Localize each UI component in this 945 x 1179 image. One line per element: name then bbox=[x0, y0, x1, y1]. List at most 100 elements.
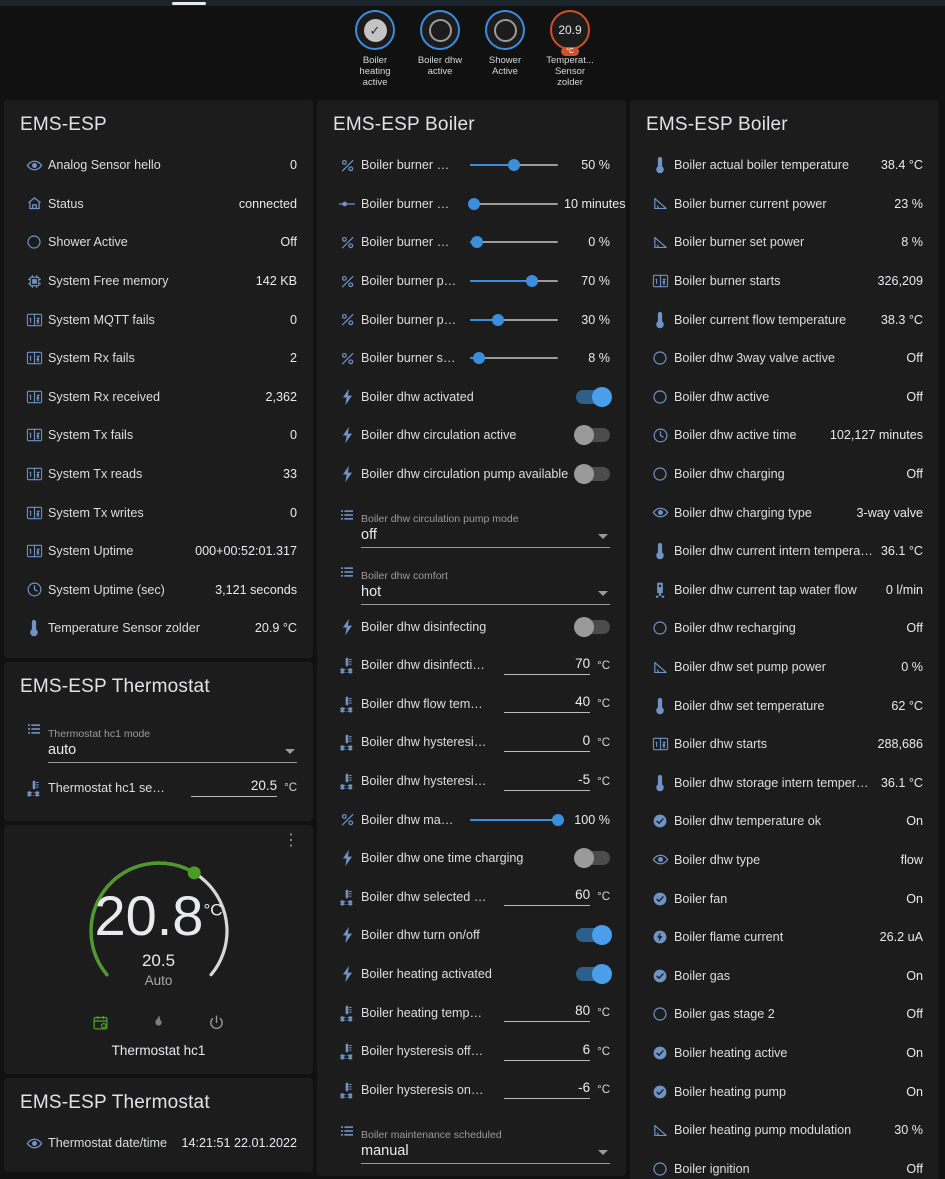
select-control[interactable]: Boiler maintenance scheduled manual bbox=[361, 1129, 610, 1165]
entity-row[interactable]: Boiler heating active On bbox=[646, 1034, 923, 1073]
toggle-switch[interactable] bbox=[576, 925, 612, 946]
number-row[interactable]: Boiler hysteresis off… 6 °C bbox=[333, 1032, 610, 1071]
entity-row[interactable]: Boiler dhw charging type 3-way valve bbox=[646, 493, 923, 532]
number-row[interactable]: Boiler dhw hysteresi… -5 °C bbox=[333, 762, 610, 801]
entity-row[interactable]: Boiler dhw recharging Off bbox=[646, 609, 923, 648]
toggle-row[interactable]: Boiler dhw turn on/off bbox=[333, 916, 612, 955]
number-input[interactable]: -5 bbox=[504, 772, 591, 791]
entity-row[interactable]: Boiler dhw set temperature 62 °C bbox=[646, 686, 923, 725]
slider-row[interactable]: Boiler burner pump … 70 % bbox=[333, 262, 610, 301]
number-row[interactable]: Boiler hysteresis on… -6 °C bbox=[333, 1070, 610, 1109]
toggle-row[interactable]: Boiler dhw circulation pump available bbox=[333, 455, 610, 494]
badge[interactable]: Shower Active bbox=[478, 10, 533, 77]
toggle-row[interactable]: Boiler dhw one time charging bbox=[333, 839, 610, 878]
entity-row[interactable]: Boiler flame current 26.2 uA bbox=[646, 918, 923, 957]
slider-track[interactable] bbox=[470, 159, 558, 172]
slider-control[interactable] bbox=[464, 197, 564, 210]
entity-row[interactable]: Boiler dhw active Off bbox=[646, 378, 923, 417]
entity-row[interactable]: Boiler burner current power 23 % bbox=[646, 185, 923, 224]
toggle-switch[interactable] bbox=[574, 616, 610, 637]
entity-row[interactable]: Boiler dhw starts 288,686 bbox=[646, 725, 923, 764]
entity-row[interactable]: Boiler dhw current tap water flow 0 l/min bbox=[646, 571, 923, 610]
entity-row[interactable]: System Rx fails 2 bbox=[20, 339, 297, 378]
badge[interactable]: 20.9 °C Temperat... Sensor zolder bbox=[543, 10, 598, 88]
number-input[interactable]: 80 bbox=[504, 1003, 591, 1023]
slider-control[interactable] bbox=[464, 275, 564, 288]
entity-row[interactable]: Boiler gas stage 2 Off bbox=[646, 995, 923, 1034]
select-control[interactable]: Thermostat hc1 mode auto bbox=[48, 728, 297, 763]
badge[interactable]: ✓ Boiler heating active bbox=[348, 10, 403, 88]
number-input[interactable]: 60 bbox=[504, 887, 591, 907]
entity-row[interactable]: Boiler fan On bbox=[646, 879, 923, 918]
active-tab-indicator[interactable] bbox=[172, 2, 206, 5]
entity-row[interactable]: Boiler heating pump modulation 30 % bbox=[646, 1111, 923, 1150]
toggle-row[interactable]: Boiler dhw circulation active bbox=[333, 416, 610, 455]
slider-knob[interactable] bbox=[525, 275, 538, 288]
slider-control[interactable] bbox=[464, 313, 564, 326]
entity-row[interactable]: Boiler ignition Off bbox=[646, 1149, 923, 1179]
entity-row[interactable]: Boiler gas On bbox=[646, 956, 923, 995]
slider-knob[interactable] bbox=[471, 236, 484, 249]
slider-row[interactable]: Boiler burner max po… 50 % bbox=[333, 146, 610, 185]
entity-row[interactable]: Boiler actual boiler temperature 38.4 °C bbox=[646, 146, 923, 185]
slider-row[interactable]: Boiler dhw max power 100 % bbox=[333, 800, 610, 839]
calendar-clock-icon[interactable] bbox=[91, 1013, 111, 1033]
thermostat-mode-row[interactable]: Thermostat hc1 mode auto bbox=[20, 708, 297, 765]
slider-knob[interactable] bbox=[467, 197, 480, 210]
number-input[interactable]: 20.5 bbox=[191, 778, 278, 798]
toggle-switch[interactable] bbox=[574, 848, 610, 869]
entity-row[interactable]: Boiler burner starts 326,209 bbox=[646, 262, 923, 301]
entity-row[interactable]: Boiler dhw current intern temperature 36.… bbox=[646, 532, 923, 571]
entity-row[interactable]: System Tx reads 33 bbox=[20, 455, 297, 494]
slider-row[interactable]: Boiler burner min po… 0 % bbox=[333, 223, 610, 262]
entity-row[interactable]: Boiler dhw active time 102,127 minutes bbox=[646, 416, 923, 455]
badge[interactable]: Boiler dhw active bbox=[413, 10, 468, 77]
select-control[interactable]: Boiler dhw circulation pump mode off bbox=[361, 513, 610, 549]
number-input[interactable]: -6 bbox=[504, 1080, 591, 1100]
slider-knob[interactable] bbox=[508, 159, 520, 172]
slider-control[interactable] bbox=[464, 813, 564, 826]
entity-row[interactable]: Boiler dhw 3way valve active Off bbox=[646, 339, 923, 378]
number-control[interactable]: 6 °C bbox=[504, 1042, 610, 1061]
number-row[interactable]: Boiler dhw selected … 60 °C bbox=[333, 878, 610, 917]
chevron-down-icon[interactable] bbox=[598, 1150, 608, 1156]
select-row[interactable]: Boiler maintenance scheduled manual bbox=[333, 1109, 610, 1166]
entity-row[interactable]: System Tx writes 0 bbox=[20, 493, 297, 532]
entity-row[interactable]: System Uptime (sec) 3,121 seconds bbox=[20, 571, 297, 610]
flame-icon[interactable] bbox=[149, 1013, 169, 1033]
number-control[interactable]: -6 °C bbox=[504, 1080, 610, 1100]
slider-track[interactable] bbox=[470, 352, 558, 365]
entity-row[interactable]: Boiler dhw temperature ok On bbox=[646, 802, 923, 841]
number-row[interactable]: Boiler dhw flow tem… 40 °C bbox=[333, 685, 610, 724]
entity-row[interactable]: System Uptime 000+00:52:01.317 bbox=[20, 532, 297, 571]
number-input[interactable]: 70 bbox=[504, 656, 591, 675]
toggle-row[interactable]: Boiler dhw activated bbox=[333, 378, 612, 417]
toggle-switch[interactable] bbox=[576, 386, 612, 407]
entity-row[interactable]: Boiler dhw set pump power 0 % bbox=[646, 648, 923, 687]
toggle-row[interactable]: Boiler heating activated bbox=[333, 955, 612, 994]
entity-row[interactable]: Boiler current flow temperature 38.3 °C bbox=[646, 300, 923, 339]
slider-track[interactable] bbox=[470, 275, 558, 288]
slider-knob[interactable] bbox=[492, 313, 505, 326]
number-control[interactable]: 20.5 °C bbox=[191, 778, 297, 798]
slider-track[interactable] bbox=[467, 197, 558, 210]
number-row[interactable]: Boiler heating temp… 80 °C bbox=[333, 993, 610, 1032]
entity-row[interactable]: System Rx received 2,362 bbox=[20, 378, 297, 417]
chevron-down-icon[interactable] bbox=[285, 748, 295, 754]
entity-row[interactable]: Boiler burner set power 8 % bbox=[646, 223, 923, 262]
select-row[interactable]: Boiler dhw circulation pump mode off bbox=[333, 493, 610, 550]
number-input[interactable]: 40 bbox=[504, 694, 591, 714]
slider-control[interactable] bbox=[464, 159, 564, 172]
chevron-down-icon[interactable] bbox=[598, 591, 608, 597]
number-control[interactable]: 80 °C bbox=[504, 1003, 610, 1023]
slider-track[interactable] bbox=[470, 813, 564, 826]
entity-row[interactable]: Boiler dhw type flow bbox=[646, 841, 923, 880]
entity-row[interactable]: Thermostat date/time 14:21:51 22.01.2022 bbox=[20, 1124, 297, 1163]
slider-track[interactable] bbox=[470, 236, 558, 249]
card-thermostat-gauge[interactable]: ⋮ 20.8°C 20.5 Auto bbox=[4, 824, 313, 1074]
entity-row[interactable]: System MQTT fails 0 bbox=[20, 300, 297, 339]
entity-row[interactable]: Status connected bbox=[20, 185, 297, 224]
number-control[interactable]: 0 °C bbox=[504, 733, 610, 752]
number-control[interactable]: 70 °C bbox=[504, 656, 610, 675]
slider-knob[interactable] bbox=[552, 813, 564, 826]
